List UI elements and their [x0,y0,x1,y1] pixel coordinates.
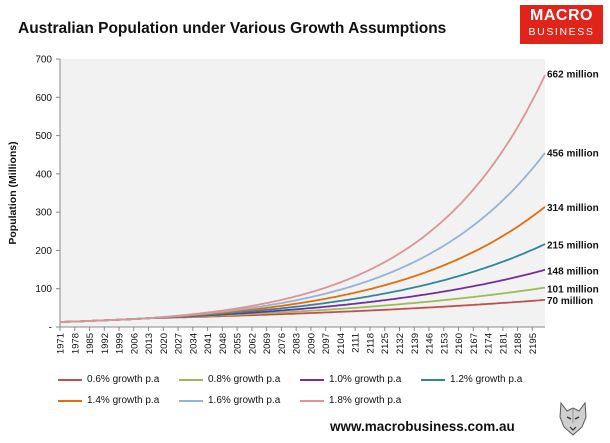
logo-line2: BUSINESS [528,26,595,38]
x-tick-label: 2160 [454,333,465,354]
legend-item: 0.8% growth p.a [179,374,280,385]
legend-swatch [58,378,82,381]
legend-swatch [421,378,445,381]
x-tick-label: 2181 [498,333,509,354]
legend-label: 1.6% growth p.a [208,395,281,406]
series-end-label: 148 million [547,266,599,277]
x-tick-label: 1971 [56,333,67,354]
x-tick-label: 1992 [100,333,111,354]
series-end-label: 70 million [547,296,593,307]
legend-label: 1.0% growth p.a [329,374,402,385]
x-tick-label: 2062 [247,333,258,354]
x-tick-label: 2027 [174,333,185,354]
plot-area [60,59,545,327]
x-tick-label: 1985 [85,333,96,354]
y-axis-title: Population (Millions) [7,141,19,244]
series-end-label: 662 million [547,70,599,81]
legend-swatch [300,378,324,381]
x-tick-label: 2104 [336,333,347,354]
y-tick-label: - [49,323,52,334]
x-tick-label: 2013 [144,333,155,354]
series-end-label: 314 million [547,203,599,214]
x-tick-label: 2139 [410,333,421,354]
series-line [59,74,546,323]
legend-label: 1.8% growth p.a [329,395,402,406]
legend-swatch [179,399,203,402]
y-tick-label: 100 [35,284,52,295]
x-tick-label: 2034 [188,333,199,354]
legend-item: 0.6% growth p.a [58,374,159,385]
x-tick-label: 2111 [351,333,362,353]
x-tick-label: 2097 [321,333,332,354]
legend-item: 1.0% growth p.a [300,374,401,385]
x-tick-label: 2006 [129,333,140,354]
website-url[interactable]: www.macrobusiness.com.au [330,419,515,434]
chart-area: - 100 200 300 400 500 600 700 Population (Millio… [7,55,599,355]
x-tick-label: 2055 [233,333,244,354]
legend-label: 1.4% growth p.a [87,395,160,406]
x-tick-label: 2020 [159,333,170,354]
y-tick-label: 400 [35,169,52,180]
x-tick-label: 2174 [484,333,495,354]
series-end-label: 101 million [547,284,599,295]
legend-label: 0.6% growth p.a [87,374,160,385]
legend-item: 1.2% growth p.a [421,374,522,385]
x-tick-label: 2153 [439,333,450,354]
wolf-logo-icon [559,401,587,436]
x-tick-label: 1978 [70,333,81,354]
x-tick-label: 2076 [277,333,288,354]
y-tick-label: 200 [35,246,52,257]
legend-swatch [300,399,324,402]
x-tick-label: 2167 [469,333,480,354]
macrobusiness-logo: MACRO BUSINESS [520,5,603,44]
legend-swatch [58,399,82,402]
y-tick-label: 500 [35,131,52,142]
legend-item: 1.4% growth p.a [58,395,159,406]
y-tick-label: 600 [35,93,52,104]
x-tick-label: 2041 [203,333,214,354]
x-tick-label: 2125 [380,333,391,354]
x-tick-label: 2188 [513,333,524,354]
logo-line1: MACRO [530,7,593,24]
legend-item: 1.6% growth p.a [179,395,280,406]
legend-label: 0.8% growth p.a [208,374,281,385]
x-tick-label: 2195 [528,333,539,354]
x-tick-label: 1999 [115,333,126,354]
x-tick-label: 2146 [425,333,436,354]
series-end-label: 215 million [547,241,599,252]
y-tick-label: 700 [35,55,52,66]
x-tick-label: 2083 [292,333,303,354]
legend-item: 1.8% growth p.a [300,395,401,406]
x-tick-label: 2069 [262,333,273,354]
series-end-label: 456 million [547,148,599,159]
y-tick-label: 300 [35,208,52,219]
x-tick-label: 2090 [306,333,317,354]
x-tick-label: 2118 [365,333,376,353]
legend-label: 1.2% growth p.a [450,374,523,385]
x-tick-label: 2132 [395,333,406,354]
chart-title: Australian Population under Various Grow… [18,20,447,37]
x-tick-label: 2048 [218,333,229,354]
legend-swatch [179,378,203,381]
